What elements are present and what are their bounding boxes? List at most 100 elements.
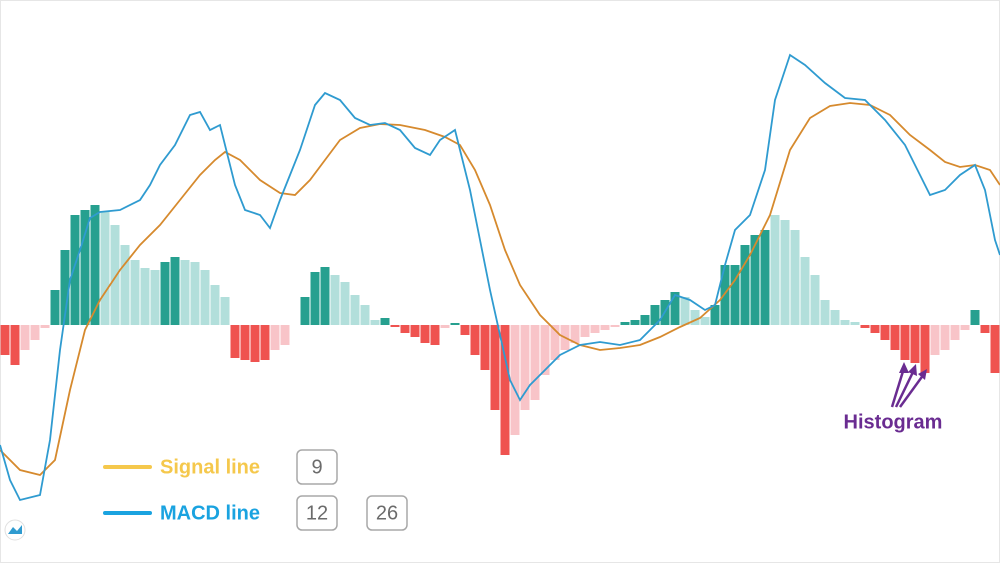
histogram-bar: [320, 267, 330, 325]
param-box: [296, 495, 338, 531]
histogram-bar: [490, 325, 500, 410]
legend: Signal line 9 MACD line 12 26: [103, 449, 408, 531]
histogram-bar: [960, 325, 970, 330]
histogram-bar: [240, 325, 250, 360]
histogram-bar: [540, 325, 550, 375]
histogram-bar: [790, 230, 800, 325]
histogram-bar: [640, 315, 650, 325]
histogram-bar: [370, 320, 380, 325]
arrow: [894, 369, 916, 408]
histogram-bar: [990, 325, 1000, 373]
histogram-bar: [80, 210, 90, 325]
histogram-bar: [550, 325, 560, 360]
histogram-bar: [310, 272, 320, 325]
param-value: 9: [311, 456, 322, 478]
logo: [4, 519, 26, 541]
histogram-bar: [690, 310, 700, 325]
histogram-bar: [820, 300, 830, 325]
histogram-bar: [590, 325, 600, 333]
histogram-bar: [940, 325, 950, 350]
histogram-bar: [330, 275, 340, 325]
histogram-bar: [10, 325, 20, 365]
histogram-bar: [830, 310, 840, 325]
arrow-head: [899, 362, 909, 373]
histogram-bar: [20, 325, 30, 350]
annotation: Histogram: [844, 411, 943, 433]
histogram-bar: [260, 325, 270, 360]
param-value: 26: [376, 502, 398, 524]
histogram-bar: [350, 295, 360, 325]
histogram-bar: [570, 325, 580, 343]
histogram-bar: [400, 325, 410, 333]
histogram-bar: [880, 325, 890, 340]
histogram-bar: [360, 305, 370, 325]
histogram-bar: [300, 297, 310, 325]
histogram-bar: [140, 268, 150, 325]
histogram-bar: [340, 282, 350, 325]
legend-label: MACD line: [160, 502, 260, 524]
histogram-bar: [410, 325, 420, 337]
histogram-bar: [30, 325, 40, 340]
histogram-bar: [840, 320, 850, 325]
histogram-bar: [90, 205, 100, 325]
histogram-bar: [270, 325, 280, 350]
histogram-bar: [250, 325, 260, 362]
histogram-bar: [0, 325, 10, 355]
histogram-bar: [740, 245, 750, 325]
histogram-bar: [420, 325, 430, 343]
histogram-bar: [700, 317, 710, 325]
param-box: [366, 495, 408, 531]
histogram-bar: [920, 325, 930, 373]
histogram-bar: [460, 325, 470, 335]
histogram-bar: [130, 260, 140, 325]
histogram-bar: [210, 285, 220, 325]
histogram-bar: [850, 322, 860, 325]
histogram-bar: [610, 325, 620, 327]
histogram-bar: [630, 320, 640, 325]
histogram-bar: [730, 265, 740, 325]
histogram-bar: [780, 220, 790, 325]
histogram-bar: [900, 325, 910, 360]
histogram-bar: [710, 305, 720, 325]
histogram-bar: [530, 325, 540, 400]
histogram-bar: [60, 250, 70, 325]
histogram-bar: [200, 270, 210, 325]
histogram-bar: [870, 325, 880, 333]
histogram-bar: [160, 262, 170, 325]
histogram-bar: [390, 325, 400, 327]
histogram-bar: [650, 305, 660, 325]
logo-mark: [8, 525, 22, 534]
histogram-bar: [600, 325, 610, 330]
histogram-bar: [430, 325, 440, 345]
line: [0, 53, 1000, 502]
histogram-bar: [180, 260, 190, 325]
histogram-bar: [170, 257, 180, 325]
histogram-bar: [450, 323, 460, 325]
histogram-bar: [470, 325, 480, 355]
histogram-bar: [120, 245, 130, 325]
histogram-bar: [100, 212, 110, 325]
histogram-bar: [510, 325, 520, 435]
histogram-bar: [480, 325, 490, 370]
annotation-arrows: [890, 362, 927, 408]
histogram-bar: [770, 215, 780, 325]
histogram-bar: [110, 225, 120, 325]
histogram-bar: [970, 310, 980, 325]
histogram: [0, 205, 1000, 455]
histogram-bar: [380, 318, 390, 325]
histogram-bar: [230, 325, 240, 358]
histogram-bar: [670, 292, 680, 325]
histogram-bar: [680, 297, 690, 325]
histogram-bar: [50, 290, 60, 325]
histogram-bar: [40, 325, 50, 328]
histogram-bar: [910, 325, 920, 363]
histogram-bar: [220, 297, 230, 325]
histogram-bar: [580, 325, 590, 337]
line: [0, 102, 1000, 476]
arrow-head: [918, 369, 927, 380]
histogram-bar: [70, 215, 80, 325]
histogram-bar: [950, 325, 960, 340]
arrow: [890, 367, 906, 408]
